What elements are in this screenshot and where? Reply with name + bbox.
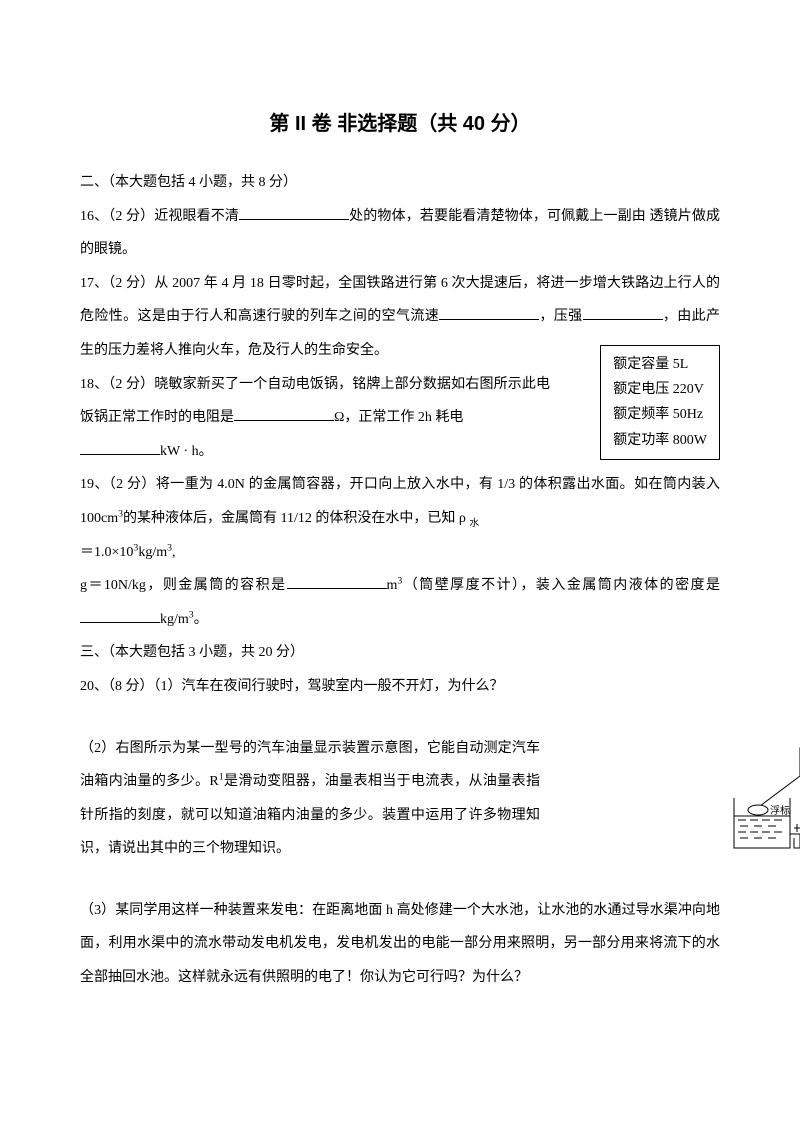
question-19c: g＝10N/kg，则金属筒的容积是m3（筒壁厚度不计），装入金属筒内液体的密度是… xyxy=(80,569,720,636)
q16-text-a: 16、（2 分）近视眼看不清 xyxy=(80,209,239,224)
spec-box: 额定容量 5L 额定电压 220V 额定频率 50Hz 额定功率 800W xyxy=(600,345,720,460)
spec-line: 额定功率 800W xyxy=(613,428,707,453)
question-20-3: （3）某同学用这样一种装置来发电：在距离地面 h 高处修建一个大水池，让水池的水… xyxy=(80,894,720,995)
section2-header: 二、（本大题包括 4 小题，共 8 分） xyxy=(80,166,720,200)
page-title: 第 II 卷 非选择题（共 40 分） xyxy=(80,100,720,148)
blank xyxy=(234,407,334,421)
q17-text-b: ，压强 xyxy=(539,309,582,324)
q19-j: 。 xyxy=(194,612,208,627)
spacer xyxy=(80,866,720,894)
question-16: 16、（2 分）近视眼看不清处的物体，若要能看清楚物体，可佩戴上一副由 透镜片做… xyxy=(80,200,720,267)
spacer xyxy=(80,704,720,732)
q19-f: g＝10N/kg，则金属筒的容积是 xyxy=(80,578,287,593)
blank xyxy=(287,575,387,589)
blank xyxy=(80,441,160,455)
q19-c: ＝1.0×10 xyxy=(80,545,133,560)
spec-line: 额定容量 5L xyxy=(613,352,707,377)
label-float: 浮标 xyxy=(770,805,790,817)
sub-water: 水 xyxy=(469,518,479,529)
blank xyxy=(439,306,539,320)
question-19: 19、（2 分）将一重为 4.0N 的金属筒容器，开口向上放入水中，有 1/3 … xyxy=(80,468,720,535)
q19-h: （筒壁厚度不计），装入金属筒内液体的密度是 xyxy=(402,578,720,593)
q19-i: kg/m xyxy=(160,612,189,627)
q19-d: kg/m xyxy=(138,545,167,560)
blank xyxy=(583,306,663,320)
section3-header: 三、（本大题包括 3 小题，共 20 分） xyxy=(80,636,720,670)
question-19b: ＝1.0×103kg/m3, xyxy=(80,536,720,570)
blank xyxy=(239,206,349,220)
question-20-2: （2）右图所示为某一型号的汽车油量显示装置示意图，它能自动测定汽车油箱内油量的多… xyxy=(80,732,720,866)
q19-g: m xyxy=(387,578,398,593)
q19-e: , xyxy=(172,545,176,560)
spec-line: 额定频率 50Hz xyxy=(613,402,707,427)
q18-text-b: Ω，正常工作 2h 耗电 xyxy=(334,410,463,425)
spec-line: 额定电压 220V xyxy=(613,377,707,402)
circuit-diagram: R' 油量表 R 浮标 xyxy=(730,738,800,868)
q18-text-c: kW · h。 xyxy=(160,444,213,459)
question-20-1: 20、（8 分）（1）汽车在夜间行驶时，驾驶室内一般不开灯，为什么？ xyxy=(80,670,720,704)
q19-b: 的某种液体后，金属筒有 11/12 的体积没在水中，已知 ρ xyxy=(123,511,469,526)
blank xyxy=(80,609,160,623)
